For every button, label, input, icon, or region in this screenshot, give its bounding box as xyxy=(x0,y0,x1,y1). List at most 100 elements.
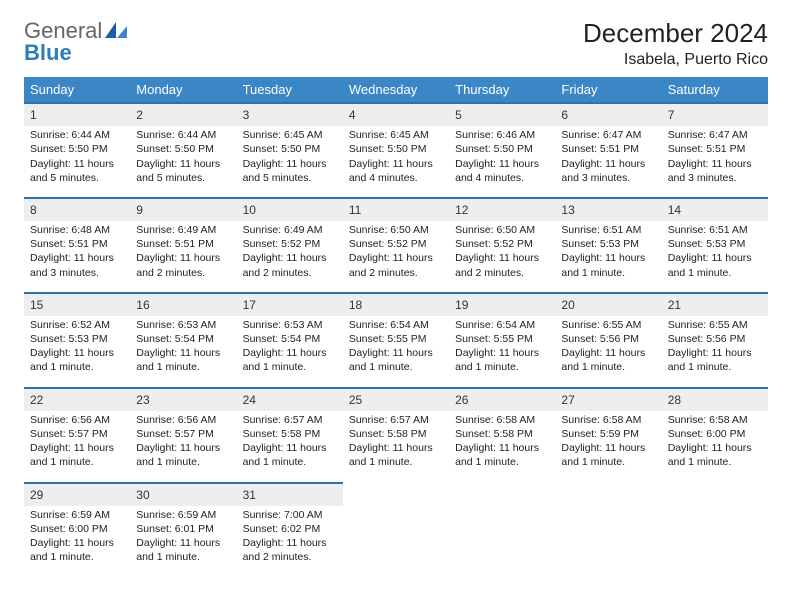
day-detail-cell: Sunrise: 6:51 AMSunset: 5:53 PMDaylight:… xyxy=(662,221,768,293)
day-number-cell: 29 xyxy=(24,483,130,506)
day-header: Wednesday xyxy=(343,77,449,103)
day-number-cell: 13 xyxy=(555,198,661,221)
day-detail-row: Sunrise: 6:52 AMSunset: 5:53 PMDaylight:… xyxy=(24,316,768,388)
sunrise-text: Sunrise: 6:44 AM xyxy=(30,128,124,142)
sunrise-text: Sunrise: 6:56 AM xyxy=(30,413,124,427)
day-number-cell: 21 xyxy=(662,293,768,316)
day-detail-cell: Sunrise: 6:46 AMSunset: 5:50 PMDaylight:… xyxy=(449,126,555,198)
title-block: December 2024 Isabela, Puerto Rico xyxy=(583,18,768,69)
sunrise-text: Sunrise: 6:55 AM xyxy=(561,318,655,332)
sunset-text: Sunset: 5:58 PM xyxy=(349,427,443,441)
daylight-text: Daylight: 11 hours and 3 minutes. xyxy=(30,251,124,279)
day-detail-cell xyxy=(555,506,661,577)
sunset-text: Sunset: 5:58 PM xyxy=(455,427,549,441)
sunrise-text: Sunrise: 6:49 AM xyxy=(243,223,337,237)
day-detail-cell: Sunrise: 6:55 AMSunset: 5:56 PMDaylight:… xyxy=(555,316,661,388)
day-number-cell: 22 xyxy=(24,388,130,411)
day-header: Tuesday xyxy=(237,77,343,103)
day-number-cell: 27 xyxy=(555,388,661,411)
sunset-text: Sunset: 5:59 PM xyxy=(561,427,655,441)
sunset-text: Sunset: 5:55 PM xyxy=(455,332,549,346)
sunrise-text: Sunrise: 6:51 AM xyxy=(668,223,762,237)
sunrise-text: Sunrise: 6:55 AM xyxy=(668,318,762,332)
sunrise-text: Sunrise: 6:48 AM xyxy=(30,223,124,237)
day-detail-cell: Sunrise: 6:57 AMSunset: 5:58 PMDaylight:… xyxy=(237,411,343,483)
day-detail-cell: Sunrise: 6:50 AMSunset: 5:52 PMDaylight:… xyxy=(343,221,449,293)
logo-text: General Blue xyxy=(24,18,127,64)
day-detail-cell: Sunrise: 6:49 AMSunset: 5:51 PMDaylight:… xyxy=(130,221,236,293)
day-number-cell: 4 xyxy=(343,103,449,126)
sunset-text: Sunset: 5:53 PM xyxy=(30,332,124,346)
sunset-text: Sunset: 6:01 PM xyxy=(136,522,230,536)
sunset-text: Sunset: 5:50 PM xyxy=(243,142,337,156)
sunrise-text: Sunrise: 6:49 AM xyxy=(136,223,230,237)
daylight-text: Daylight: 11 hours and 1 minute. xyxy=(455,346,549,374)
day-number-cell: 10 xyxy=(237,198,343,221)
day-number-cell: 17 xyxy=(237,293,343,316)
daylight-text: Daylight: 11 hours and 1 minute. xyxy=(668,251,762,279)
day-number-cell: 23 xyxy=(130,388,236,411)
daylight-text: Daylight: 11 hours and 1 minute. xyxy=(136,346,230,374)
sunrise-text: Sunrise: 6:53 AM xyxy=(136,318,230,332)
sunrise-text: Sunrise: 6:53 AM xyxy=(243,318,337,332)
day-number-row: 1234567 xyxy=(24,103,768,126)
day-detail-cell: Sunrise: 6:54 AMSunset: 5:55 PMDaylight:… xyxy=(343,316,449,388)
day-detail-cell: Sunrise: 6:49 AMSunset: 5:52 PMDaylight:… xyxy=(237,221,343,293)
day-detail-cell: Sunrise: 6:51 AMSunset: 5:53 PMDaylight:… xyxy=(555,221,661,293)
daylight-text: Daylight: 11 hours and 1 minute. xyxy=(561,441,655,469)
daylight-text: Daylight: 11 hours and 1 minute. xyxy=(30,536,124,564)
day-detail-cell: Sunrise: 6:53 AMSunset: 5:54 PMDaylight:… xyxy=(130,316,236,388)
sunrise-text: Sunrise: 6:50 AM xyxy=(349,223,443,237)
day-detail-row: Sunrise: 6:44 AMSunset: 5:50 PMDaylight:… xyxy=(24,126,768,198)
sunset-text: Sunset: 5:50 PM xyxy=(136,142,230,156)
day-header-row: SundayMondayTuesdayWednesdayThursdayFrid… xyxy=(24,77,768,103)
logo-word-blue: Blue xyxy=(24,40,72,65)
daylight-text: Daylight: 11 hours and 1 minute. xyxy=(30,441,124,469)
sunset-text: Sunset: 5:58 PM xyxy=(243,427,337,441)
daylight-text: Daylight: 11 hours and 1 minute. xyxy=(136,441,230,469)
day-number-cell: 30 xyxy=(130,483,236,506)
sunset-text: Sunset: 6:00 PM xyxy=(30,522,124,536)
daylight-text: Daylight: 11 hours and 1 minute. xyxy=(455,441,549,469)
day-detail-cell: Sunrise: 6:47 AMSunset: 5:51 PMDaylight:… xyxy=(662,126,768,198)
sunrise-text: Sunrise: 6:59 AM xyxy=(136,508,230,522)
sunset-text: Sunset: 5:50 PM xyxy=(349,142,443,156)
daylight-text: Daylight: 11 hours and 1 minute. xyxy=(30,346,124,374)
day-number-row: 891011121314 xyxy=(24,198,768,221)
sunrise-text: Sunrise: 6:52 AM xyxy=(30,318,124,332)
sunset-text: Sunset: 5:57 PM xyxy=(30,427,124,441)
day-number-cell: 2 xyxy=(130,103,236,126)
day-header: Thursday xyxy=(449,77,555,103)
day-number-cell: 16 xyxy=(130,293,236,316)
day-detail-cell: Sunrise: 6:52 AMSunset: 5:53 PMDaylight:… xyxy=(24,316,130,388)
day-number-cell xyxy=(555,483,661,506)
sunrise-text: Sunrise: 6:56 AM xyxy=(136,413,230,427)
sunset-text: Sunset: 5:51 PM xyxy=(668,142,762,156)
daylight-text: Daylight: 11 hours and 5 minutes. xyxy=(136,157,230,185)
day-number-cell xyxy=(343,483,449,506)
day-detail-cell: Sunrise: 6:54 AMSunset: 5:55 PMDaylight:… xyxy=(449,316,555,388)
sunset-text: Sunset: 5:56 PM xyxy=(668,332,762,346)
day-detail-cell: Sunrise: 6:56 AMSunset: 5:57 PMDaylight:… xyxy=(24,411,130,483)
sunrise-text: Sunrise: 6:45 AM xyxy=(243,128,337,142)
day-number-cell xyxy=(662,483,768,506)
day-number-cell: 5 xyxy=(449,103,555,126)
sunset-text: Sunset: 5:51 PM xyxy=(30,237,124,251)
day-detail-cell: Sunrise: 6:44 AMSunset: 5:50 PMDaylight:… xyxy=(130,126,236,198)
day-number-row: 22232425262728 xyxy=(24,388,768,411)
daylight-text: Daylight: 11 hours and 1 minute. xyxy=(349,441,443,469)
day-number-cell: 18 xyxy=(343,293,449,316)
sunset-text: Sunset: 5:57 PM xyxy=(136,427,230,441)
day-number-row: 15161718192021 xyxy=(24,293,768,316)
day-detail-row: Sunrise: 6:59 AMSunset: 6:00 PMDaylight:… xyxy=(24,506,768,577)
daylight-text: Daylight: 11 hours and 1 minute. xyxy=(668,346,762,374)
daylight-text: Daylight: 11 hours and 4 minutes. xyxy=(349,157,443,185)
day-detail-cell: Sunrise: 7:00 AMSunset: 6:02 PMDaylight:… xyxy=(237,506,343,577)
sunset-text: Sunset: 5:52 PM xyxy=(455,237,549,251)
day-number-cell xyxy=(449,483,555,506)
day-detail-row: Sunrise: 6:56 AMSunset: 5:57 PMDaylight:… xyxy=(24,411,768,483)
sunrise-text: Sunrise: 6:59 AM xyxy=(30,508,124,522)
location-label: Isabela, Puerto Rico xyxy=(583,51,768,69)
day-number-cell: 9 xyxy=(130,198,236,221)
logo: General Blue xyxy=(24,18,127,64)
